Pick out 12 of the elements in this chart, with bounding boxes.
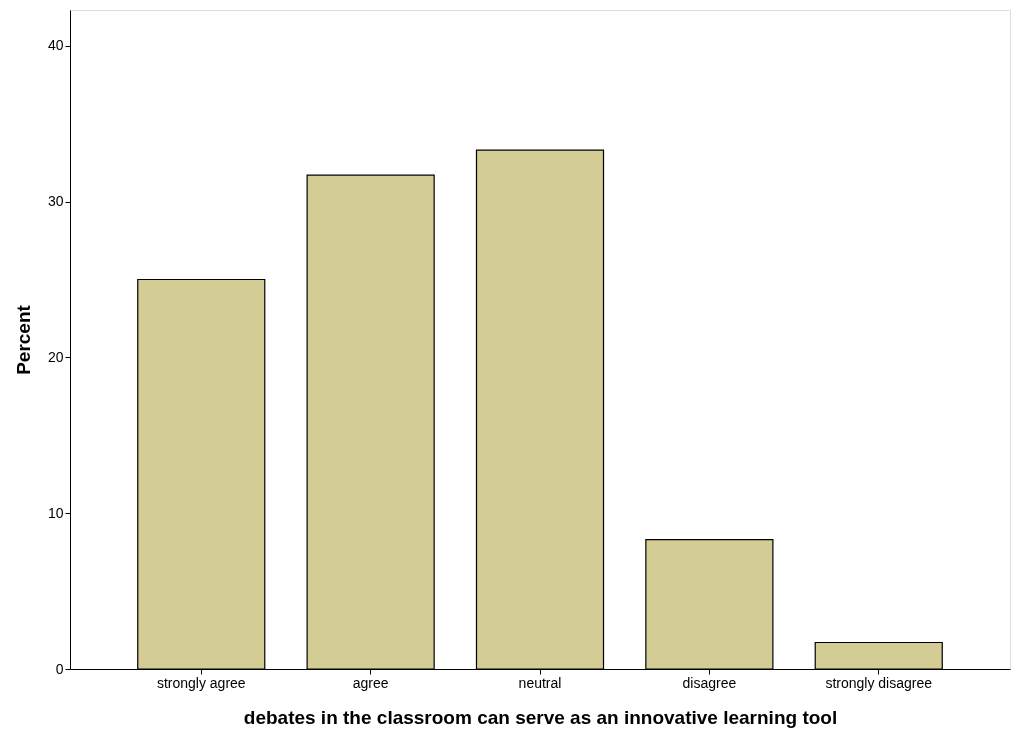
y-axis-title: Percent xyxy=(12,304,34,375)
y-tick-label: 40 xyxy=(47,37,64,54)
x-tick-label: neutral xyxy=(518,674,562,691)
x-tick-label: agree xyxy=(352,674,389,691)
y-tick-label: 0 xyxy=(55,660,64,677)
y-tick-label: 20 xyxy=(47,348,64,365)
x-tick-label: strongly agree xyxy=(156,674,246,691)
x-tick-label: disagree xyxy=(682,674,737,691)
x-axis-title: debates in the classroom can serve as an innovative learning tool xyxy=(243,706,838,728)
y-tick-label: 30 xyxy=(47,193,64,210)
y-tick-label: 10 xyxy=(47,504,64,521)
x-tick-label: strongly disagree xyxy=(825,674,933,691)
